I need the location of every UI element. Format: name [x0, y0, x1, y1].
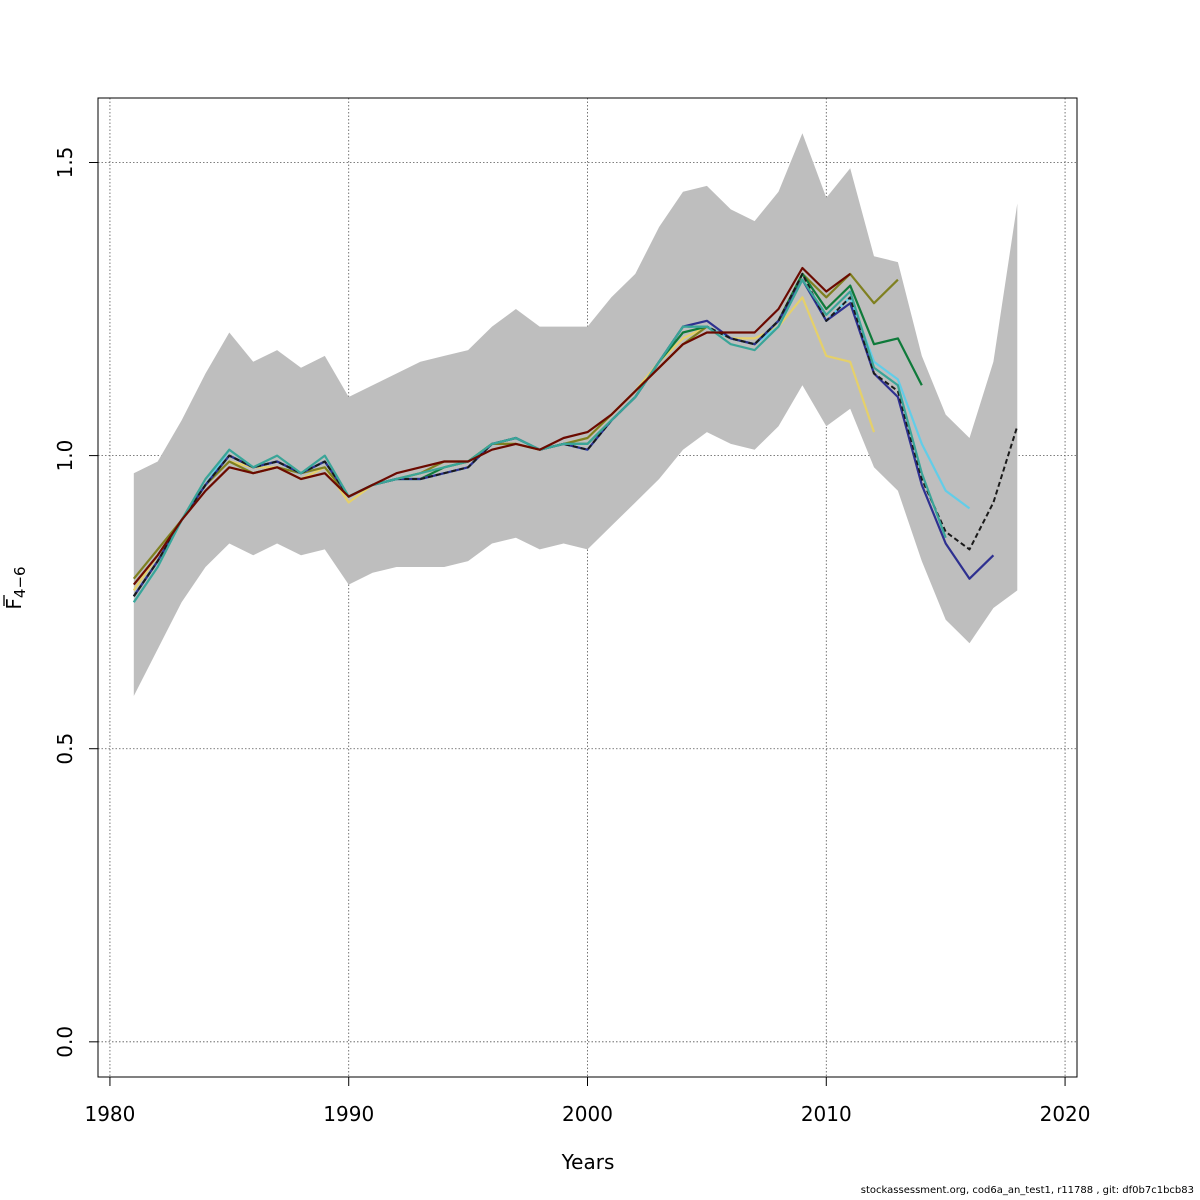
- x-tick-label: 2000: [562, 1102, 613, 1126]
- y-axis-title-sub: 4−6: [11, 566, 29, 598]
- y-tick-label: 1.5: [53, 147, 77, 179]
- x-axis: 1980 1990 2000 2010 2020: [84, 1076, 1091, 1126]
- series-line-8: [132, 266, 851, 586]
- confidence-band: [133, 133, 1018, 696]
- y-tick-label: 0.5: [53, 733, 77, 765]
- y-tick-label-group: 0.0: [53, 1026, 77, 1058]
- x-tick-label: 2020: [1040, 1102, 1091, 1126]
- svg-text:F4−6: F4−6: [2, 566, 29, 609]
- x-tick-label: 1990: [323, 1102, 374, 1126]
- y-axis-title-main: F: [2, 598, 26, 610]
- x-tick-label: 1980: [84, 1102, 135, 1126]
- y-axis-title: F4−6: [2, 566, 29, 609]
- y-tick-label: 0.0: [53, 1026, 77, 1058]
- plot-frame: [97, 97, 1078, 1078]
- series-lines: [132, 266, 1019, 603]
- x-tick-label: 2010: [801, 1102, 852, 1126]
- y-tick-label-group: 1.0: [53, 440, 77, 472]
- gridlines: [98, 98, 1077, 1077]
- y-tick-label-group: 0.5: [53, 733, 77, 765]
- y-axis: 0.0 0.5 1.0 1.5: [53, 147, 99, 1058]
- footer-credit: stockassessment.org, cod6a_an_test1, r11…: [860, 1185, 1194, 1196]
- y-tick-label: 1.0: [53, 440, 77, 472]
- x-axis-title: Years: [561, 1150, 615, 1174]
- series-line-6: [132, 272, 1019, 597]
- y-tick-label-group: 1.5: [53, 147, 77, 179]
